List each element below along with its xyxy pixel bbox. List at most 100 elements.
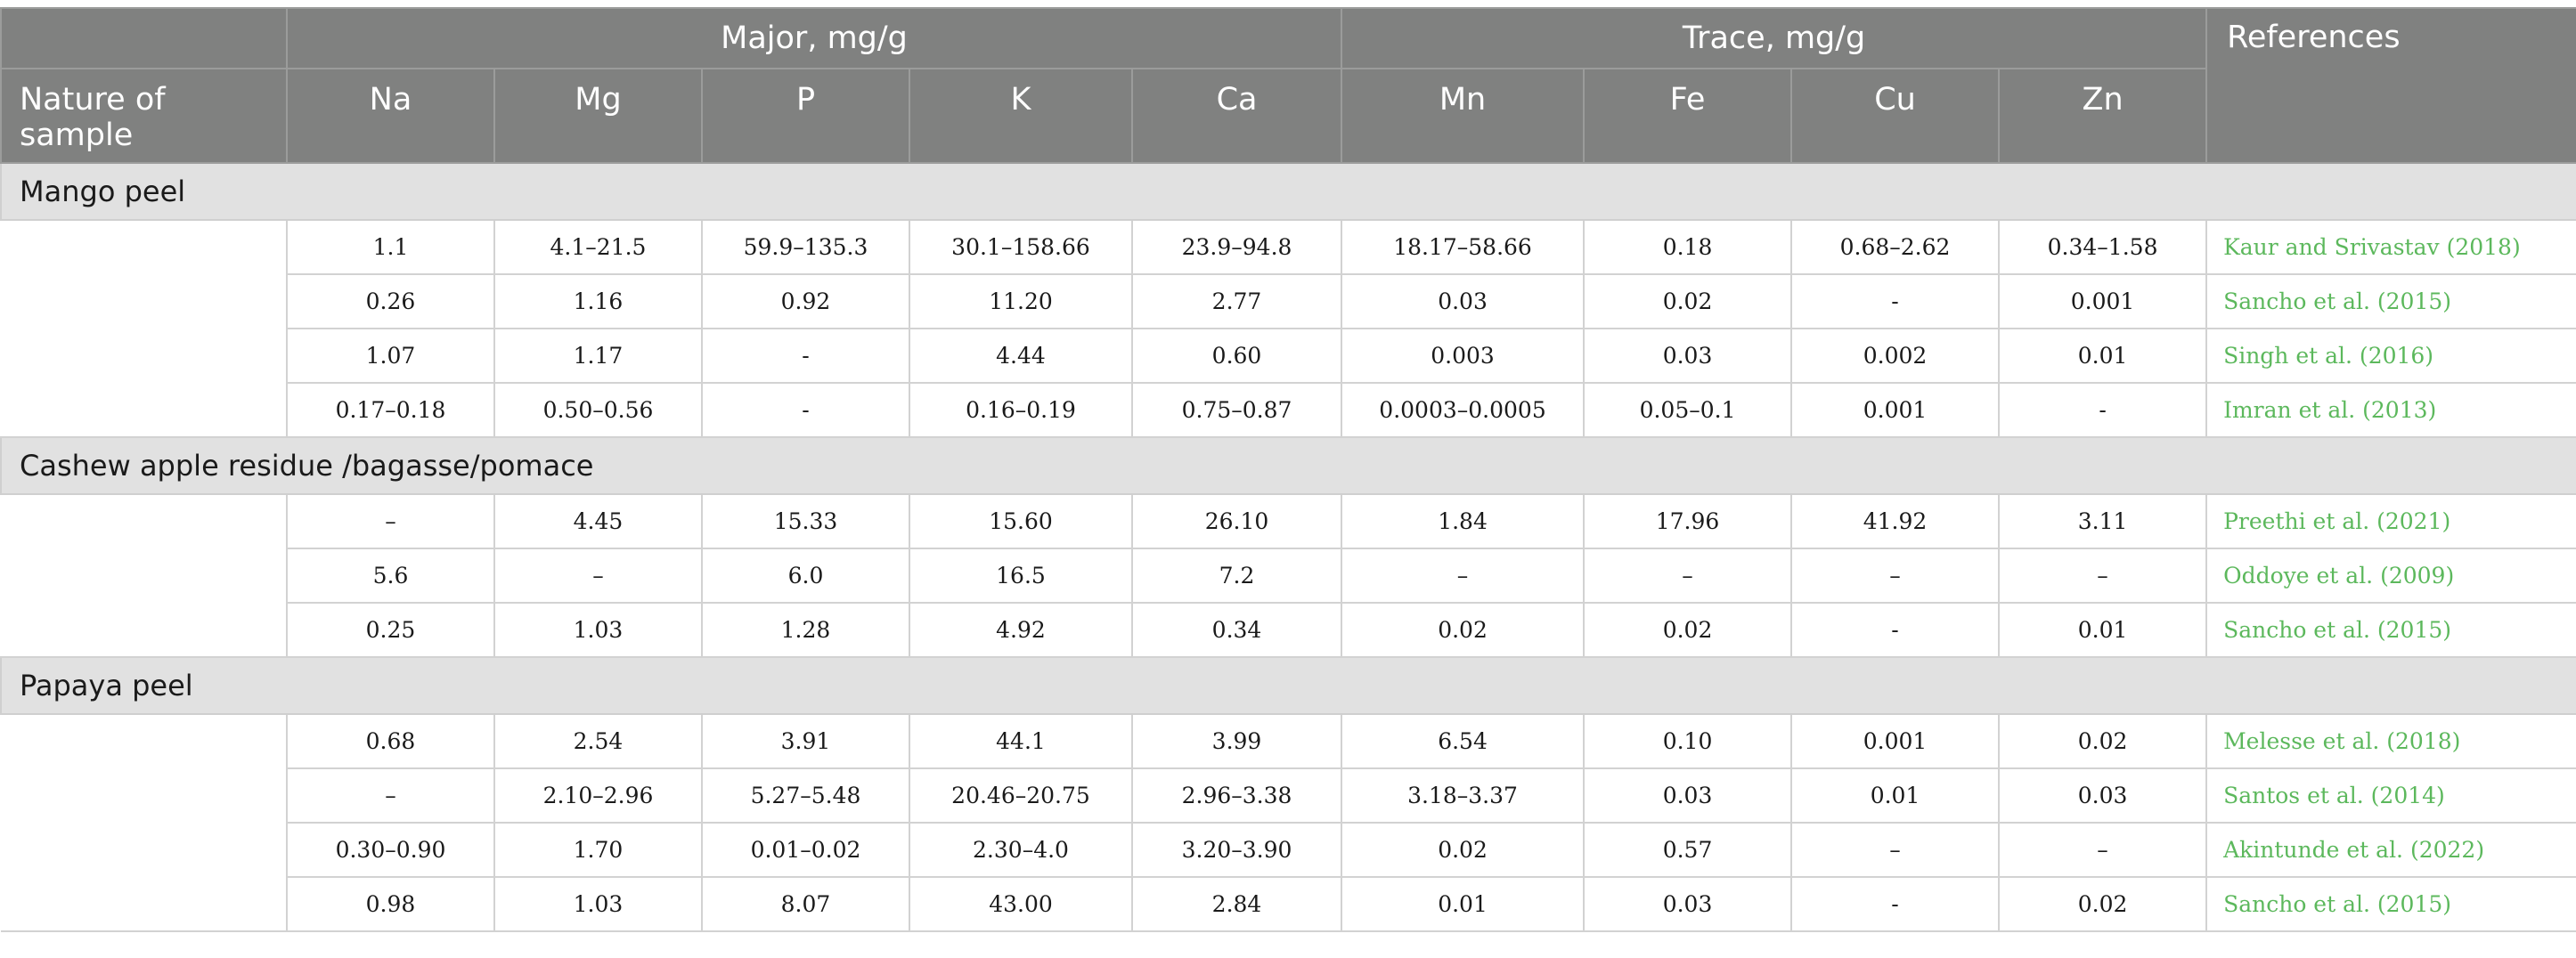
value-cell: 0.02 bbox=[1341, 822, 1586, 878]
header-col: Cu bbox=[1790, 68, 2001, 164]
header-col: Na bbox=[286, 68, 495, 164]
value-cell: – bbox=[1341, 548, 1586, 604]
value-cell: – bbox=[1583, 548, 1793, 604]
group-title: Cashew apple residue /bagasse/pomace bbox=[0, 436, 2576, 495]
value-cell: 0.02 bbox=[1583, 273, 1793, 329]
value-cell: 1.17 bbox=[493, 328, 703, 384]
value-cell: 0.03 bbox=[1998, 767, 2208, 824]
value-cell: 0.16–0.19 bbox=[909, 382, 1133, 438]
reference-link[interactable]: Imran et al. (2013) bbox=[2205, 382, 2576, 438]
group-row: Mango peel bbox=[0, 162, 2576, 221]
value-cell: 6.0 bbox=[701, 548, 910, 604]
value-cell: 1.03 bbox=[493, 876, 703, 932]
value-cell: 2.77 bbox=[1130, 273, 1343, 329]
value-cell: 2.10–2.96 bbox=[493, 767, 703, 824]
value-cell: 23.9–94.8 bbox=[1130, 219, 1343, 275]
value-cell: 0.05–0.1 bbox=[1583, 382, 1793, 438]
value-cell: 5.6 bbox=[286, 548, 495, 604]
reference-link[interactable]: Kaur and Srivastav (2018) bbox=[2205, 219, 2576, 275]
header-row-elements: Nature of sample Na Mg P K Ca Mn Fe Cu Z… bbox=[0, 68, 2576, 164]
group-row: Papaya peel bbox=[0, 656, 2576, 715]
header-references: References bbox=[2205, 7, 2576, 164]
reference-link[interactable]: Sancho et al. (2015) bbox=[2205, 273, 2576, 329]
header-blank bbox=[0, 7, 288, 69]
table-row: 1.07 1.17-4.44 0.60 0.003 0.03 0.002 0.01 Singh… bbox=[1, 328, 2576, 384]
header-row-groups: Major, mg/g Trace, mg/g References bbox=[0, 7, 2576, 164]
value-cell: 3.11 bbox=[1998, 493, 2208, 549]
value-cell: – bbox=[493, 548, 703, 604]
sample-cell bbox=[1, 219, 288, 438]
value-cell: 4.1–21.5 bbox=[493, 219, 703, 275]
value-cell: – bbox=[1998, 822, 2208, 878]
value-cell: 7.2 bbox=[1130, 548, 1343, 604]
value-cell: 0.68–2.62 bbox=[1790, 219, 2001, 275]
value-cell: 1.16 bbox=[493, 273, 703, 329]
value-cell: 0.03 bbox=[1341, 273, 1586, 329]
reference-link[interactable]: Akintunde et al. (2022) bbox=[2205, 822, 2576, 878]
value-cell: – bbox=[286, 767, 495, 824]
value-cell: 0.03 bbox=[1583, 328, 1793, 384]
value-cell: 3.91 bbox=[701, 713, 910, 769]
value-cell: 15.60 bbox=[909, 493, 1133, 549]
value-cell: 2.30–4.0 bbox=[909, 822, 1133, 878]
value-cell: 0.001 bbox=[1790, 713, 2001, 769]
value-cell: 8.07 bbox=[701, 876, 910, 932]
value-cell: 0.0003–0.0005 bbox=[1341, 382, 1586, 438]
value-cell: – bbox=[1790, 822, 2001, 878]
table-body: Mango peel 1.1 4.1–21.5 59.9–135.3 30.1–158.… bbox=[0, 162, 2576, 932]
value-cell: 1.1 bbox=[286, 219, 495, 275]
value-cell: 0.60 bbox=[1130, 328, 1343, 384]
header-col: Ca bbox=[1130, 68, 1343, 164]
value-cell: 15.33 bbox=[701, 493, 910, 549]
header-col: P bbox=[701, 68, 910, 164]
value-cell: 41.92 bbox=[1790, 493, 2001, 549]
value-cell: 2.96–3.38 bbox=[1130, 767, 1343, 824]
table-row: –2.10–2.96 5.27–5.48 20.46–20.75 2.96–3.38 3… bbox=[1, 767, 2576, 824]
group-title: Mango peel bbox=[0, 162, 2576, 221]
value-cell: 1.03 bbox=[493, 602, 703, 658]
value-cell: 16.5 bbox=[909, 548, 1133, 604]
header-col: Fe bbox=[1583, 68, 1793, 164]
value-cell: 0.01 bbox=[1998, 602, 2208, 658]
value-cell: – bbox=[1998, 548, 2208, 604]
reference-link[interactable]: Santos et al. (2014) bbox=[2205, 767, 2576, 824]
value-cell: 0.003 bbox=[1341, 328, 1586, 384]
value-cell: 0.01 bbox=[1790, 767, 2001, 824]
value-cell: 1.84 bbox=[1341, 493, 1586, 549]
reference-link[interactable]: Sancho et al. (2015) bbox=[2205, 876, 2576, 932]
reference-link[interactable]: Melesse et al. (2018) bbox=[2205, 713, 2576, 769]
value-cell: – bbox=[1790, 548, 2001, 604]
reference-link[interactable]: Singh et al. (2016) bbox=[2205, 328, 2576, 384]
value-cell: 0.75–0.87 bbox=[1130, 382, 1343, 438]
sample-cell bbox=[1, 493, 288, 658]
value-cell: 0.03 bbox=[1583, 767, 1793, 824]
value-cell: 0.02 bbox=[1341, 602, 1586, 658]
value-cell: 0.26 bbox=[286, 273, 495, 329]
value-cell: 0.50–0.56 bbox=[493, 382, 703, 438]
value-cell: - bbox=[1998, 382, 2208, 438]
value-cell: 0.18 bbox=[1583, 219, 1793, 275]
value-cell: 6.54 bbox=[1341, 713, 1586, 769]
value-cell: - bbox=[1790, 273, 2001, 329]
reference-link[interactable]: Preethi et al. (2021) bbox=[2205, 493, 2576, 549]
table-row: 0.98 1.03 8.07 43.00 2.84 0.01 0.03-0.02 Sancho… bbox=[1, 876, 2576, 932]
value-cell: 20.46–20.75 bbox=[909, 767, 1133, 824]
value-cell: 0.01 bbox=[1341, 876, 1586, 932]
value-cell: 0.02 bbox=[1998, 876, 2208, 932]
value-cell: 0.30–0.90 bbox=[286, 822, 495, 878]
value-cell: 17.96 bbox=[1583, 493, 1793, 549]
value-cell: 30.1–158.66 bbox=[909, 219, 1133, 275]
value-cell: - bbox=[1790, 602, 2001, 658]
value-cell: 0.25 bbox=[286, 602, 495, 658]
reference-link[interactable]: Oddoye et al. (2009) bbox=[2205, 548, 2576, 604]
value-cell: 0.17–0.18 bbox=[286, 382, 495, 438]
reference-link[interactable]: Sancho et al. (2015) bbox=[2205, 602, 2576, 658]
sample-cell bbox=[1, 713, 288, 932]
table-row: –4.45 15.33 15.60 26.10 1.84 17.96 41.92 3.11 Pr… bbox=[1, 493, 2576, 658]
header-major: Major, mg/g bbox=[285, 7, 1343, 69]
value-cell: - bbox=[701, 328, 910, 384]
value-cell: 43.00 bbox=[909, 876, 1133, 932]
header-col: K bbox=[909, 68, 1133, 164]
value-cell: 0.002 bbox=[1790, 328, 2001, 384]
value-cell: 0.34–1.58 bbox=[1998, 219, 2208, 275]
